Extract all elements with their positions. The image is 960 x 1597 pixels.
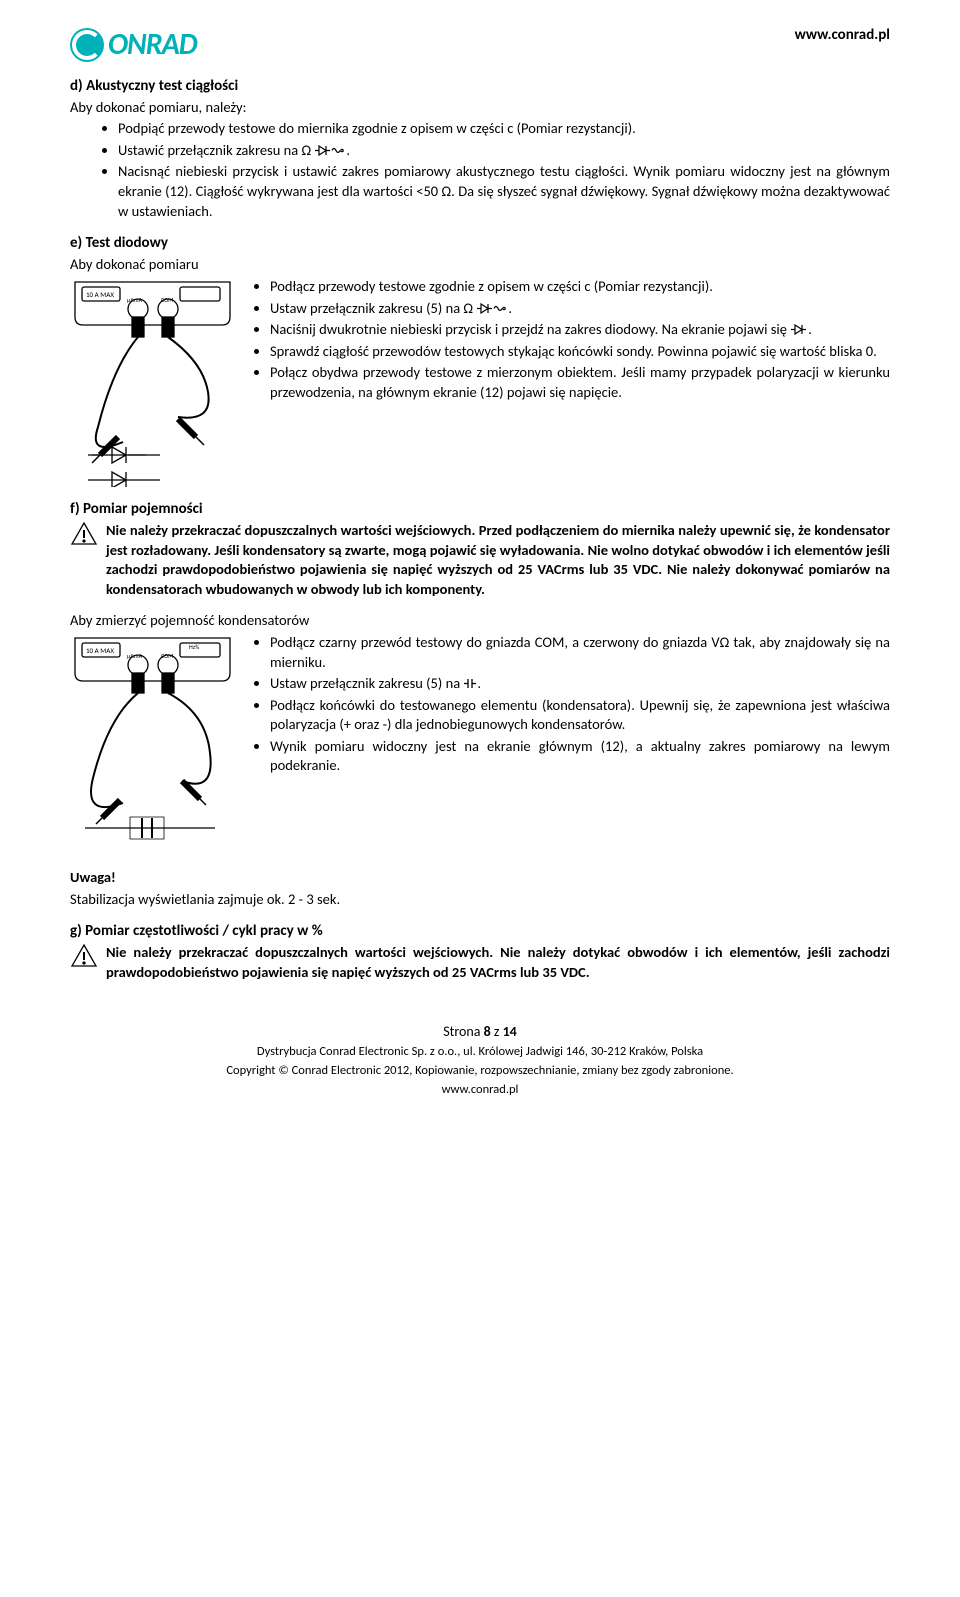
section-f-subtitle: Aby zmierzyć pojemność kondensatorów: [70, 611, 890, 631]
list-item: Podpiąć przewody testowe do miernika zgo…: [118, 119, 890, 139]
list-item: Nacisnąć niebieski przycisk i ustawić za…: [118, 162, 890, 221]
page-footer: Strona 8 z 14 Dystrybucja Conrad Electro…: [70, 1023, 890, 1100]
svg-text:COM: COM: [161, 296, 173, 304]
warning-icon: [70, 521, 98, 546]
diode-wave-icon: [314, 141, 346, 159]
note-block: Uwaga! Stabilizacja wyświetlania zajmuje…: [70, 868, 890, 909]
section-g-warning: Nie należy przekraczać dopuszczalnych wa…: [70, 943, 890, 982]
diode-icon: [790, 320, 808, 338]
note-text: Stabilizacja wyświetlania zajmuje ok. 2 …: [70, 890, 890, 910]
logo-text: ONRAD: [108, 25, 197, 66]
section-e: e) Test diodowy Aby dokonać pomiaru 10 A…: [70, 233, 890, 487]
section-d-subtitle: Aby dokonać pomiaru, należy:: [70, 98, 890, 118]
diode-test-illustration: 10 A MAX μAmA COM: [70, 277, 235, 487]
capacitor-icon: [463, 674, 477, 692]
page-number: Strona 8 z 14: [70, 1023, 890, 1042]
note-title: Uwaga!: [70, 868, 890, 888]
footer-line-3: www.conrad.pl: [70, 1082, 890, 1099]
list-item: Ustawić przełącznik zakresu na Ω .: [118, 141, 890, 161]
logo-mark-icon: [70, 28, 104, 62]
list-item: Sprawdź ciągłość przewodów testowych sty…: [270, 342, 890, 362]
capacitance-illustration: 10 A MAX Hz% μAmA COM: [70, 633, 235, 843]
list-item: Podłącz przewody testowe zgodnie z opise…: [270, 277, 890, 297]
section-f: f) Pomiar pojemności Nie należy przekrac…: [70, 499, 890, 843]
section-d: d) Akustyczny test ciągłości Aby dokonać…: [70, 76, 890, 222]
svg-text:10 A MAX: 10 A MAX: [86, 290, 114, 299]
svg-text:10 A MAX: 10 A MAX: [86, 646, 114, 655]
section-f-title: f) Pomiar pojemności: [70, 499, 890, 519]
section-f-warning-text: Nie należy przekraczać dopuszczalnych wa…: [106, 521, 890, 599]
logo: ONRAD: [70, 25, 197, 66]
warning-icon: [70, 943, 98, 968]
list-item: Ustaw przełącznik zakresu (5) na Ω .: [270, 299, 890, 319]
list-item: Podłącz końcówki do testowanego elementu…: [270, 696, 890, 735]
section-e-title: e) Test diodowy: [70, 233, 890, 253]
section-g-title: g) Pomiar częstotliwości / cykl pracy w …: [70, 921, 890, 941]
header-url: www.conrad.pl: [795, 25, 890, 45]
section-g-warning-text: Nie należy przekraczać dopuszczalnych wa…: [106, 943, 890, 982]
svg-text:COM: COM: [161, 652, 173, 660]
page-header: ONRAD www.conrad.pl: [70, 25, 890, 66]
section-g: g) Pomiar częstotliwości / cykl pracy w …: [70, 921, 890, 982]
svg-text:μAmA: μAmA: [127, 296, 143, 304]
section-e-items: Podłącz przewody testowe zgodnie z opise…: [250, 277, 890, 404]
list-item: Podłącz czarny przewód testowy do gniazd…: [270, 633, 890, 672]
footer-line-2: Copyright © Conrad Electronic 2012, Kopi…: [70, 1063, 890, 1080]
svg-text:μAmA: μAmA: [127, 652, 143, 660]
list-item: Ustaw przełącznik zakresu (5) na .: [270, 674, 890, 694]
section-f-items: Podłącz czarny przewód testowy do gniazd…: [250, 633, 890, 778]
list-item: Wynik pomiaru widoczny jest na ekranie g…: [270, 737, 890, 776]
section-f-warning: Nie należy przekraczać dopuszczalnych wa…: [70, 521, 890, 599]
section-d-title: d) Akustyczny test ciągłości: [70, 76, 890, 96]
svg-text:Hz%: Hz%: [189, 643, 200, 651]
section-d-list: Podpiąć przewody testowe do miernika zgo…: [70, 119, 890, 221]
list-item: Połącz obydwa przewody testowe z mierzon…: [270, 363, 890, 402]
diode-wave-icon: [476, 299, 508, 317]
section-e-subtitle: Aby dokonać pomiaru: [70, 255, 890, 275]
footer-line-1: Dystrybucja Conrad Electronic Sp. z o.o.…: [70, 1044, 890, 1061]
list-item: Naciśnij dwukrotnie niebieski przycisk i…: [270, 320, 890, 340]
